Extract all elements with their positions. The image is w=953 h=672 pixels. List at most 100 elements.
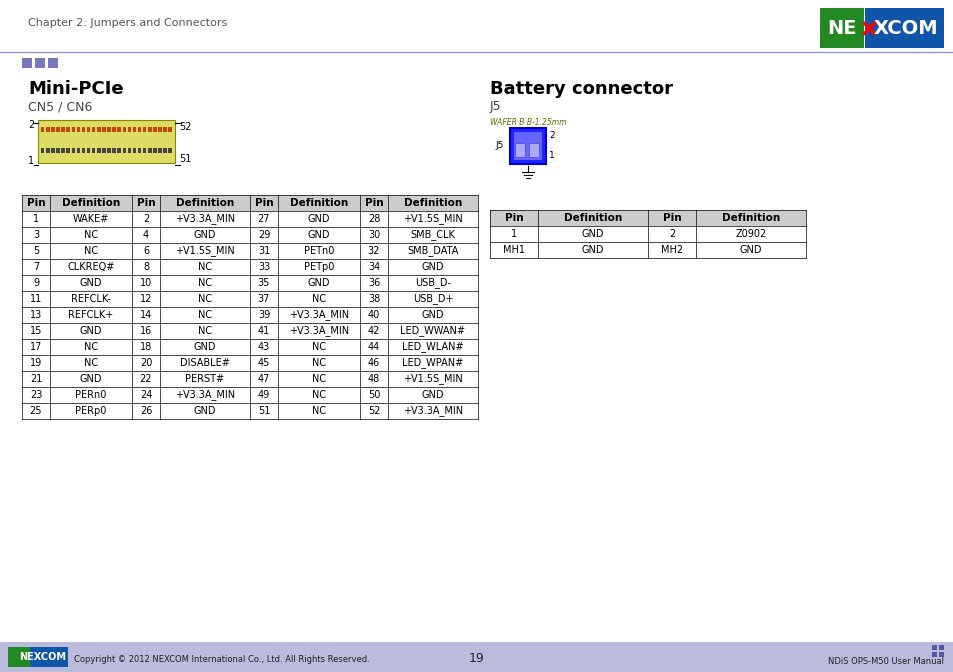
Bar [931,645,936,650]
Text: 17: 17 [30,342,42,352]
Bar [132,127,136,132]
Text: USB_D-: USB_D- [415,278,451,288]
Text: 24: 24 [140,390,152,400]
Text: Definition: Definition [175,198,233,208]
Text: CLKREQ#: CLKREQ# [68,262,114,272]
Text: 46: 46 [368,358,379,368]
Text: GND: GND [80,326,102,336]
Text: 6: 6 [143,246,149,256]
Bar [35,58,45,68]
Text: 1: 1 [511,229,517,239]
Text: 5: 5 [32,246,39,256]
Text: NC: NC [197,278,212,288]
Text: 43: 43 [257,342,270,352]
Text: Mini-PCIe: Mini-PCIe [28,80,124,98]
Text: NC: NC [84,246,98,256]
Text: +V3.3A_MIN: +V3.3A_MIN [289,325,349,337]
Text: +V1.5S_MIN: +V1.5S_MIN [403,214,462,224]
Bar [51,148,54,153]
Text: SMB_DATA: SMB_DATA [407,245,458,257]
Bar [46,127,50,132]
Text: 38: 38 [368,294,379,304]
Bar [158,148,162,153]
Bar [863,8,864,48]
Text: 4: 4 [143,230,149,240]
Bar [61,127,65,132]
Text: J5: J5 [490,100,501,113]
Text: 23: 23 [30,390,42,400]
Text: 36: 36 [368,278,379,288]
Text: 29: 29 [257,230,270,240]
Bar [22,58,32,68]
Bar [91,148,95,153]
Text: GND: GND [581,229,603,239]
Bar [515,143,524,157]
Text: Copyright © 2012 NEXCOM International Co., Ltd. All Rights Reserved.: Copyright © 2012 NEXCOM International Co… [74,655,370,663]
Text: NC: NC [84,358,98,368]
Text: 10: 10 [140,278,152,288]
Text: CN5 / CN6: CN5 / CN6 [28,100,92,113]
Text: 49: 49 [257,390,270,400]
Text: DISABLE#: DISABLE# [180,358,230,368]
Bar [38,120,174,163]
Bar [163,127,167,132]
Bar [102,148,106,153]
Bar [91,127,95,132]
Text: 13: 13 [30,310,42,320]
Text: 52: 52 [367,406,380,416]
Bar [61,148,65,153]
Text: USB_D+: USB_D+ [413,294,453,304]
Text: 51: 51 [257,406,270,416]
Text: Definition: Definition [403,198,461,208]
Text: 18: 18 [140,342,152,352]
Text: Definition: Definition [290,198,348,208]
Bar [67,148,70,153]
Bar [82,148,85,153]
Text: GND: GND [421,262,444,272]
Bar [138,148,141,153]
Text: NC: NC [312,294,326,304]
Text: 26: 26 [140,406,152,416]
Text: Pin: Pin [504,213,523,223]
Text: WAFER B B-1.25mm: WAFER B B-1.25mm [490,118,566,127]
Text: SMB_CLK: SMB_CLK [410,230,455,241]
Bar [117,127,121,132]
Text: MH2: MH2 [660,245,682,255]
Bar [938,652,943,657]
Text: Definition: Definition [721,213,780,223]
Bar [123,127,126,132]
Text: 37: 37 [257,294,270,304]
Text: NC: NC [312,358,326,368]
Bar [67,127,70,132]
Text: 16: 16 [140,326,152,336]
Bar [97,127,100,132]
Text: Definition: Definition [563,213,621,223]
Text: NEXCOM: NEXCOM [19,652,67,662]
Text: 44: 44 [368,342,379,352]
Text: 1: 1 [28,156,34,166]
Bar [76,148,80,153]
Bar [158,127,162,132]
Text: NC: NC [197,262,212,272]
Text: Z0902: Z0902 [735,229,766,239]
Bar [107,148,111,153]
Bar [46,148,50,153]
Text: 48: 48 [368,374,379,384]
Text: 47: 47 [257,374,270,384]
Text: 50: 50 [368,390,380,400]
Text: Pin: Pin [364,198,383,208]
Text: GND: GND [193,230,216,240]
Text: GND: GND [308,214,330,224]
Text: 45: 45 [257,358,270,368]
Bar [820,8,943,48]
Bar [163,148,167,153]
Text: +V3.3A_MIN: +V3.3A_MIN [174,214,234,224]
Text: XCOM: XCOM [873,19,938,38]
Text: 30: 30 [368,230,379,240]
Text: NC: NC [84,230,98,240]
Bar [128,148,132,153]
Text: PETn0: PETn0 [303,246,334,256]
Text: 7: 7 [32,262,39,272]
Text: PERn0: PERn0 [75,390,107,400]
Text: NC: NC [312,390,326,400]
